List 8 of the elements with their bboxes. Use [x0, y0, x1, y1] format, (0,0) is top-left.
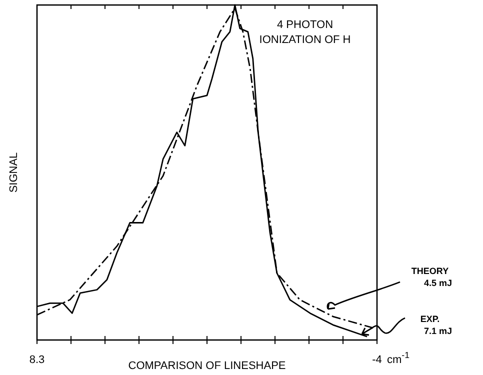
legend-label: EXP. 7.1 mJ [420, 314, 452, 336]
x-tick-label: -4 [372, 354, 382, 366]
y-axis-title: SIGNAL [8, 152, 20, 193]
text: cm$^{-1}$ [387, 350, 410, 366]
text: 4 PHOTON IONIZATION OF H [259, 19, 351, 46]
x-axis-title: COMPARISON OF LINESHAPE [128, 360, 286, 372]
text: THEORY 4.5 mJ [411, 266, 452, 288]
x-tick-label: 8.3 [29, 354, 45, 366]
